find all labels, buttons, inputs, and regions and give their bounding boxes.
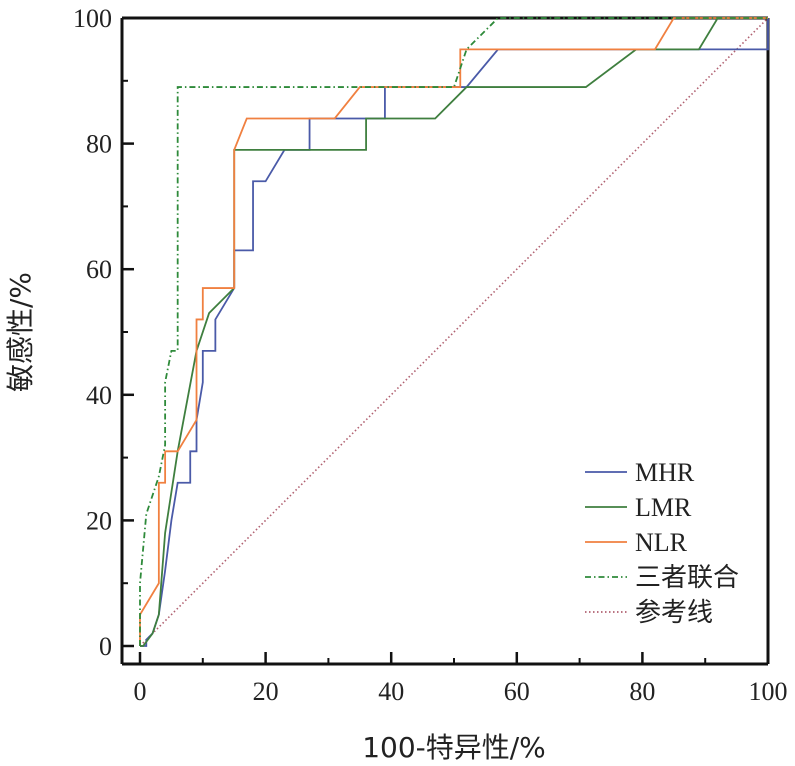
legend-label: 参考线: [635, 598, 713, 627]
series-layer: [139, 17, 769, 647]
series-line-参考线: [139, 17, 769, 647]
series-line-NLR: [139, 17, 768, 646]
axes: [120, 16, 770, 666]
y-tick-label: 0: [99, 632, 112, 661]
legend-label: 三者联合: [635, 563, 739, 592]
series-line-MHR: [140, 18, 769, 647]
y-tick-label: 60: [86, 255, 112, 284]
y-tick-label: 40: [86, 381, 112, 410]
series-line-三者联合: [139, 17, 768, 646]
x-tick-label: 100: [749, 677, 788, 706]
legend-label: MHR: [635, 458, 695, 487]
x-axis-label: 100-特异性/%: [362, 731, 546, 764]
tick-labels: 0 20 40 60 80 100 0 20 40 60 80 100: [73, 4, 788, 706]
legend-label: LMR: [635, 493, 692, 522]
x-tick-label: 40: [378, 677, 404, 706]
y-axis-label: 敏感性/%: [4, 272, 37, 392]
y-tick-label: 100: [73, 4, 112, 33]
x-tick-label: 60: [504, 677, 530, 706]
legend-label: NLR: [635, 528, 688, 557]
x-tick-label: 0: [134, 677, 147, 706]
x-tick-label: 20: [253, 677, 279, 706]
y-tick-label: 20: [86, 506, 112, 535]
x-tick-label: 80: [629, 677, 655, 706]
y-tick-label: 80: [86, 130, 112, 159]
